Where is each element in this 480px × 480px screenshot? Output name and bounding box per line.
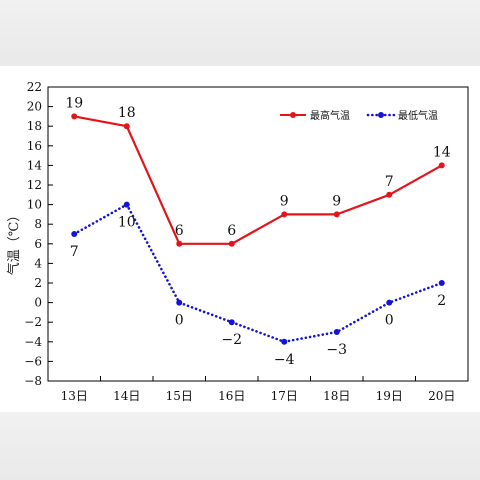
x-tick-label: 16日 (218, 389, 245, 403)
x-tick-label: 19日 (376, 389, 403, 403)
data-label-high: 19 (65, 95, 83, 111)
y-tick-label: 10 (27, 198, 42, 212)
legend-entry-label: 最低气温 (398, 109, 438, 122)
data-point (386, 299, 393, 306)
data-point (123, 123, 130, 130)
x-tick-label: 20日 (428, 389, 455, 403)
data-point (281, 211, 288, 218)
y-tick-label: −6 (24, 354, 42, 368)
y-tick-label: −8 (24, 374, 42, 388)
data-point (386, 191, 393, 198)
data-label-low: 2 (437, 293, 446, 309)
y-tick-label: 0 (34, 296, 42, 310)
y-tick-label: 14 (27, 158, 43, 172)
y-tick-label: 20 (27, 100, 42, 114)
data-label-high: 9 (280, 193, 289, 209)
data-point (228, 319, 235, 326)
y-tick-label: 16 (27, 139, 42, 153)
y-tick-label: −4 (24, 335, 42, 349)
data-point (438, 280, 445, 286)
data-label-low: −3 (326, 342, 347, 358)
y-tick-label: 6 (34, 237, 42, 251)
x-tick-label: 17日 (271, 389, 298, 403)
data-point (71, 113, 78, 120)
data-label-high: 6 (227, 223, 236, 239)
data-label-high: 14 (433, 144, 451, 160)
data-label-low: 0 (175, 313, 184, 329)
data-point (71, 231, 78, 237)
data-label-low: 7 (70, 244, 79, 260)
y-tick-label: 4 (34, 256, 42, 270)
data-label-high: 18 (118, 105, 136, 121)
plot-frame (47, 86, 469, 382)
y-tick-label: 8 (34, 217, 42, 231)
y-tick-label: 2 (34, 276, 42, 290)
x-tick-label: 15日 (166, 389, 193, 403)
bottom-background-band (0, 412, 480, 480)
legend-entry-label: 最高气温 (310, 109, 350, 122)
series-line-high (74, 115, 443, 245)
data-point (438, 162, 445, 169)
series-layer (71, 113, 445, 345)
data-label-low: −4 (274, 352, 295, 368)
data-labels-layer: 19 18 6 6 9 9 7 14 7 10 0 −2 −4 −3 0 2 (65, 95, 450, 367)
data-point (333, 329, 340, 335)
y-tick-label: 12 (27, 178, 42, 192)
y-tick-label: −2 (24, 315, 42, 329)
chart-legend: 最高气温 最低气温 (280, 109, 438, 122)
data-point (228, 240, 235, 247)
x-tick-label: 13日 (61, 389, 88, 403)
data-point (123, 201, 130, 208)
data-label-high: 7 (385, 174, 394, 190)
data-label-low: −2 (221, 332, 242, 348)
data-label-low: 0 (385, 313, 394, 329)
data-point (176, 240, 183, 247)
y-axis-label: 气温（℃） (6, 209, 22, 276)
x-tick-label: 18日 (323, 389, 350, 403)
data-point (333, 211, 340, 218)
legend-swatch-marker (378, 112, 384, 118)
data-label-high: 9 (332, 193, 341, 209)
data-point (281, 338, 288, 345)
y-tick-label: 18 (27, 119, 42, 133)
data-point (176, 299, 183, 306)
x-tick-label: 14日 (113, 389, 140, 403)
series-line-low (73, 203, 444, 344)
data-label-low: 10 (118, 215, 136, 231)
data-label-high: 6 (175, 223, 184, 239)
top-background-band (0, 0, 480, 66)
legend-swatch-marker (290, 112, 296, 118)
y-tick-label: 22 (27, 80, 42, 94)
